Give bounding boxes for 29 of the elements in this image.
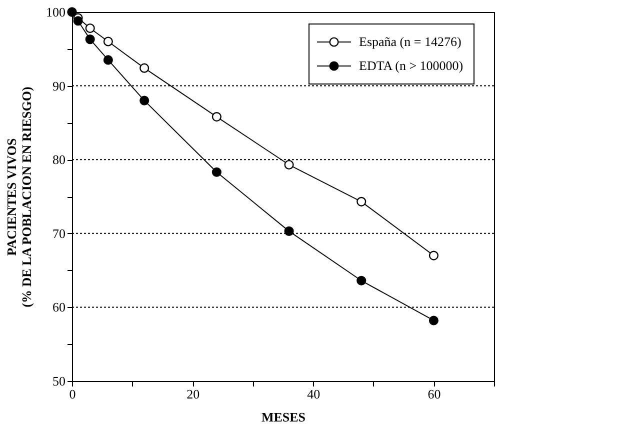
x-axis-title: MESES [261,410,306,424]
y-tick-label: 80 [52,152,66,168]
y-tick-label: 60 [52,300,66,315]
x-tick-label: 40 [307,386,320,402]
x-tick-label: 20 [186,386,200,402]
y-axis-title: PACIENTES VIVOS (% DE LA POBLACION EN RIESGO) [4,86,34,308]
y-tick-label: 70 [52,226,66,241]
point [85,34,95,44]
point [284,160,294,170]
legend-label: España (n = 14276) [359,34,462,49]
y-tick-label: 100 [46,4,66,20]
point [356,276,366,286]
legend-label: EDTA (n > 100000) [359,58,464,73]
point [212,167,222,177]
point [356,196,366,206]
point [85,23,95,34]
point [73,16,83,26]
y-tick-label: 90 [52,78,66,94]
point [284,226,294,236]
point [428,250,438,260]
point [140,63,150,73]
x-tick-label: 0 [69,386,76,402]
point [103,36,113,46]
point [103,55,113,65]
x-tick-label: 60 [428,386,441,402]
y-tick-label: 50 [52,374,66,388]
point [212,112,222,122]
point [140,96,150,106]
point [428,316,438,326]
